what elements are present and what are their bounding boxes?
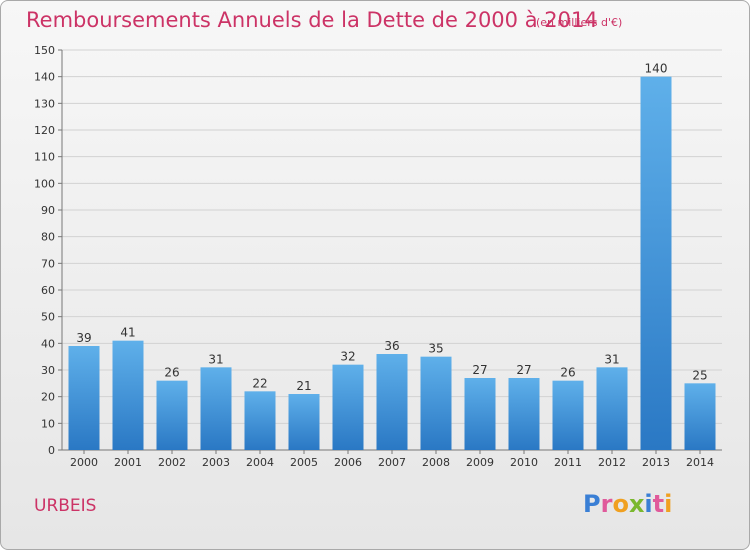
y-tick-label: 60 [41, 284, 55, 297]
bars [68, 76, 716, 451]
y-tick-label: 130 [34, 97, 55, 110]
axes: 0 10 20 30 40 50 60 70 80 90 100 110 120 130 140 150 200… [34, 44, 722, 469]
data-label-2002: 26 [164, 366, 179, 380]
x-tick-label-2011: 2011 [554, 456, 582, 469]
data-label-2004: 22 [252, 376, 267, 390]
y-tick-label: 100 [34, 177, 55, 190]
bar-2010 [508, 378, 540, 450]
y-tick-label: 20 [41, 391, 55, 404]
bar-2005 [288, 394, 320, 450]
y-tick-label: 140 [34, 71, 55, 84]
x-tick-label-2005: 2005 [290, 456, 318, 469]
logo-letter: t [652, 490, 665, 518]
y-tick-label: 120 [34, 124, 55, 137]
chart-title: Remboursements Annuels de la Dette de 20… [26, 8, 598, 32]
data-label-2014: 25 [692, 368, 707, 382]
bar-2008 [420, 356, 452, 450]
y-tick-label: 10 [41, 417, 55, 430]
data-label-2006: 32 [340, 350, 355, 364]
x-tick-label-2007: 2007 [378, 456, 406, 469]
x-tick-label-2012: 2012 [598, 456, 626, 469]
bar-2001 [112, 340, 144, 450]
data-label-2003: 31 [208, 352, 223, 366]
x-tick-label-2008: 2008 [422, 456, 450, 469]
chart-subtitle: (en milliers d'€) [536, 16, 623, 29]
logo-letter: i [644, 490, 653, 518]
x-tick-label-2014: 2014 [686, 456, 714, 469]
x-tick-label-2002: 2002 [158, 456, 186, 469]
y-tick-label: 80 [41, 231, 55, 244]
data-label-2012: 31 [604, 352, 619, 366]
data-label-2005: 21 [296, 379, 311, 393]
bar-2006 [332, 364, 364, 450]
y-tick-label: 70 [41, 257, 55, 270]
bar-2009 [464, 378, 496, 450]
bar-2012 [596, 367, 628, 450]
data-label-2010: 27 [516, 363, 531, 377]
data-label-2001: 41 [120, 326, 135, 340]
town-name: URBEIS [34, 496, 97, 516]
logo-letter: P [583, 490, 601, 518]
x-tick-label-2006: 2006 [334, 456, 362, 469]
y-tick-label: 40 [41, 337, 55, 350]
bar-2013 [640, 76, 672, 451]
bar-2000 [68, 346, 100, 450]
x-tick-label-2013: 2013 [642, 456, 670, 469]
x-tick-label-2004: 2004 [246, 456, 274, 469]
x-tick-label-2009: 2009 [466, 456, 494, 469]
data-label-2008: 35 [428, 342, 443, 356]
y-tick-label: 50 [41, 311, 55, 324]
x-tick-label-2000: 2000 [70, 456, 98, 469]
y-tick-label: 30 [41, 364, 55, 377]
y-tick-label: 90 [41, 204, 55, 217]
bar-2007 [376, 354, 408, 450]
data-label-2013: 140 [645, 62, 668, 76]
proxiti-logo: Proxiti [583, 490, 672, 518]
y-tick-label: 150 [34, 44, 55, 57]
y-tick-label: 0 [48, 444, 55, 457]
bar-2011 [552, 380, 584, 450]
x-tick-label-2003: 2003 [202, 456, 230, 469]
bar-2014 [684, 383, 716, 450]
logo-letter: x [628, 490, 645, 518]
data-label-2009: 27 [472, 363, 487, 377]
logo-letter: o [612, 490, 629, 518]
bar-2002 [156, 380, 188, 450]
data-labels: 39 41 26 31 22 21 32 36 35 27 27 26 31 140 25 [76, 62, 707, 393]
y-tick-label: 110 [34, 151, 55, 164]
x-tick-label-2001: 2001 [114, 456, 142, 469]
bar-2004 [244, 391, 276, 450]
data-label-2011: 26 [560, 366, 575, 380]
data-label-2007: 36 [384, 339, 399, 353]
logo-letter: r [600, 490, 613, 518]
data-label-2000: 39 [76, 331, 91, 345]
logo-letter: i [664, 490, 673, 518]
bar-2003 [200, 367, 232, 450]
x-tick-label-2010: 2010 [510, 456, 538, 469]
